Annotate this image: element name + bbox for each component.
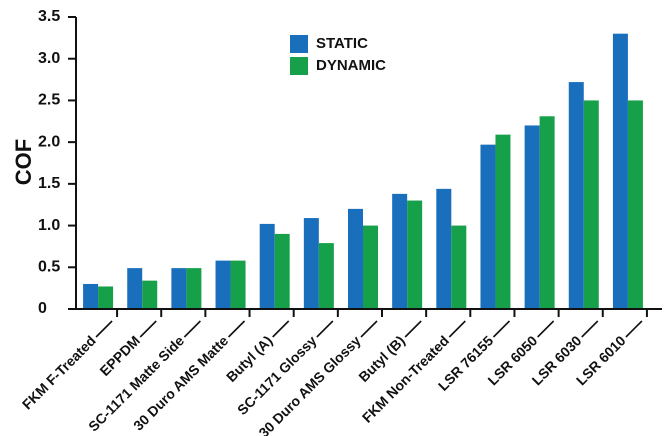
bar-dynamic	[407, 200, 423, 309]
legend-swatch-dynamic	[290, 57, 308, 75]
y-tick-label: 3.5	[38, 8, 60, 25]
y-tick-label: 1.0	[38, 217, 60, 234]
bar-dynamic	[186, 268, 202, 309]
bar-static	[303, 218, 319, 309]
x-label-leader	[404, 320, 422, 338]
bar-static	[83, 283, 99, 309]
bar-static	[436, 188, 452, 309]
y-tick-label: 2.0	[38, 133, 60, 150]
y-tick-label: 0.5	[38, 259, 60, 276]
bar-static	[612, 33, 628, 309]
x-label-leader	[183, 320, 201, 338]
x-label-leader	[272, 320, 290, 338]
x-label-leader	[448, 320, 466, 338]
bar-dynamic	[142, 280, 158, 309]
bar-dynamic	[230, 260, 246, 309]
y-axis: 0 0.5 1.0 1.5 2.0 2.5 3.0 3.5	[38, 8, 77, 317]
bar-dynamic	[627, 100, 643, 309]
bar-static	[171, 268, 187, 309]
bar-dynamic	[583, 100, 599, 309]
y-tick-label: 1.5	[38, 175, 60, 192]
legend-label-dynamic: DYNAMIC	[316, 57, 386, 74]
legend-swatch-static	[290, 35, 308, 53]
legend-label-static: STATIC	[316, 35, 368, 52]
bar-static	[348, 208, 363, 309]
x-tick-label: SC-1171 Glossy	[234, 332, 320, 418]
x-label-leader	[316, 320, 334, 338]
bar-static	[480, 144, 496, 309]
bar-dynamic	[363, 225, 378, 309]
x-label-leader	[360, 320, 378, 338]
bar-dynamic	[98, 286, 114, 309]
bar-static	[392, 193, 408, 309]
x-label-leader	[537, 320, 555, 338]
bar-static	[259, 223, 275, 309]
bar-dynamic	[539, 116, 555, 309]
x-label-leader	[139, 320, 157, 338]
y-tick-label: 0	[38, 300, 47, 317]
x-label-leader	[625, 320, 643, 338]
bar-static	[568, 82, 584, 310]
x-label-leader	[95, 320, 113, 338]
bar-dynamic	[451, 225, 467, 309]
bar-dynamic	[495, 134, 511, 309]
legend: STATIC DYNAMIC	[290, 35, 386, 75]
bar-static	[524, 125, 540, 309]
x-label-leader	[492, 320, 511, 338]
x-label-leader	[227, 320, 246, 338]
y-tick-label: 3.0	[38, 50, 60, 67]
x-label-leader	[581, 320, 599, 338]
bar-dynamic	[318, 243, 334, 309]
bars-layer	[83, 33, 643, 310]
x-tick-label: FKM F-Treated	[19, 332, 99, 412]
y-tick-label: 2.5	[38, 92, 60, 109]
bar-dynamic	[274, 233, 290, 309]
bar-static	[127, 268, 143, 309]
y-axis-label: COF	[11, 139, 36, 185]
bar-static	[215, 260, 231, 309]
